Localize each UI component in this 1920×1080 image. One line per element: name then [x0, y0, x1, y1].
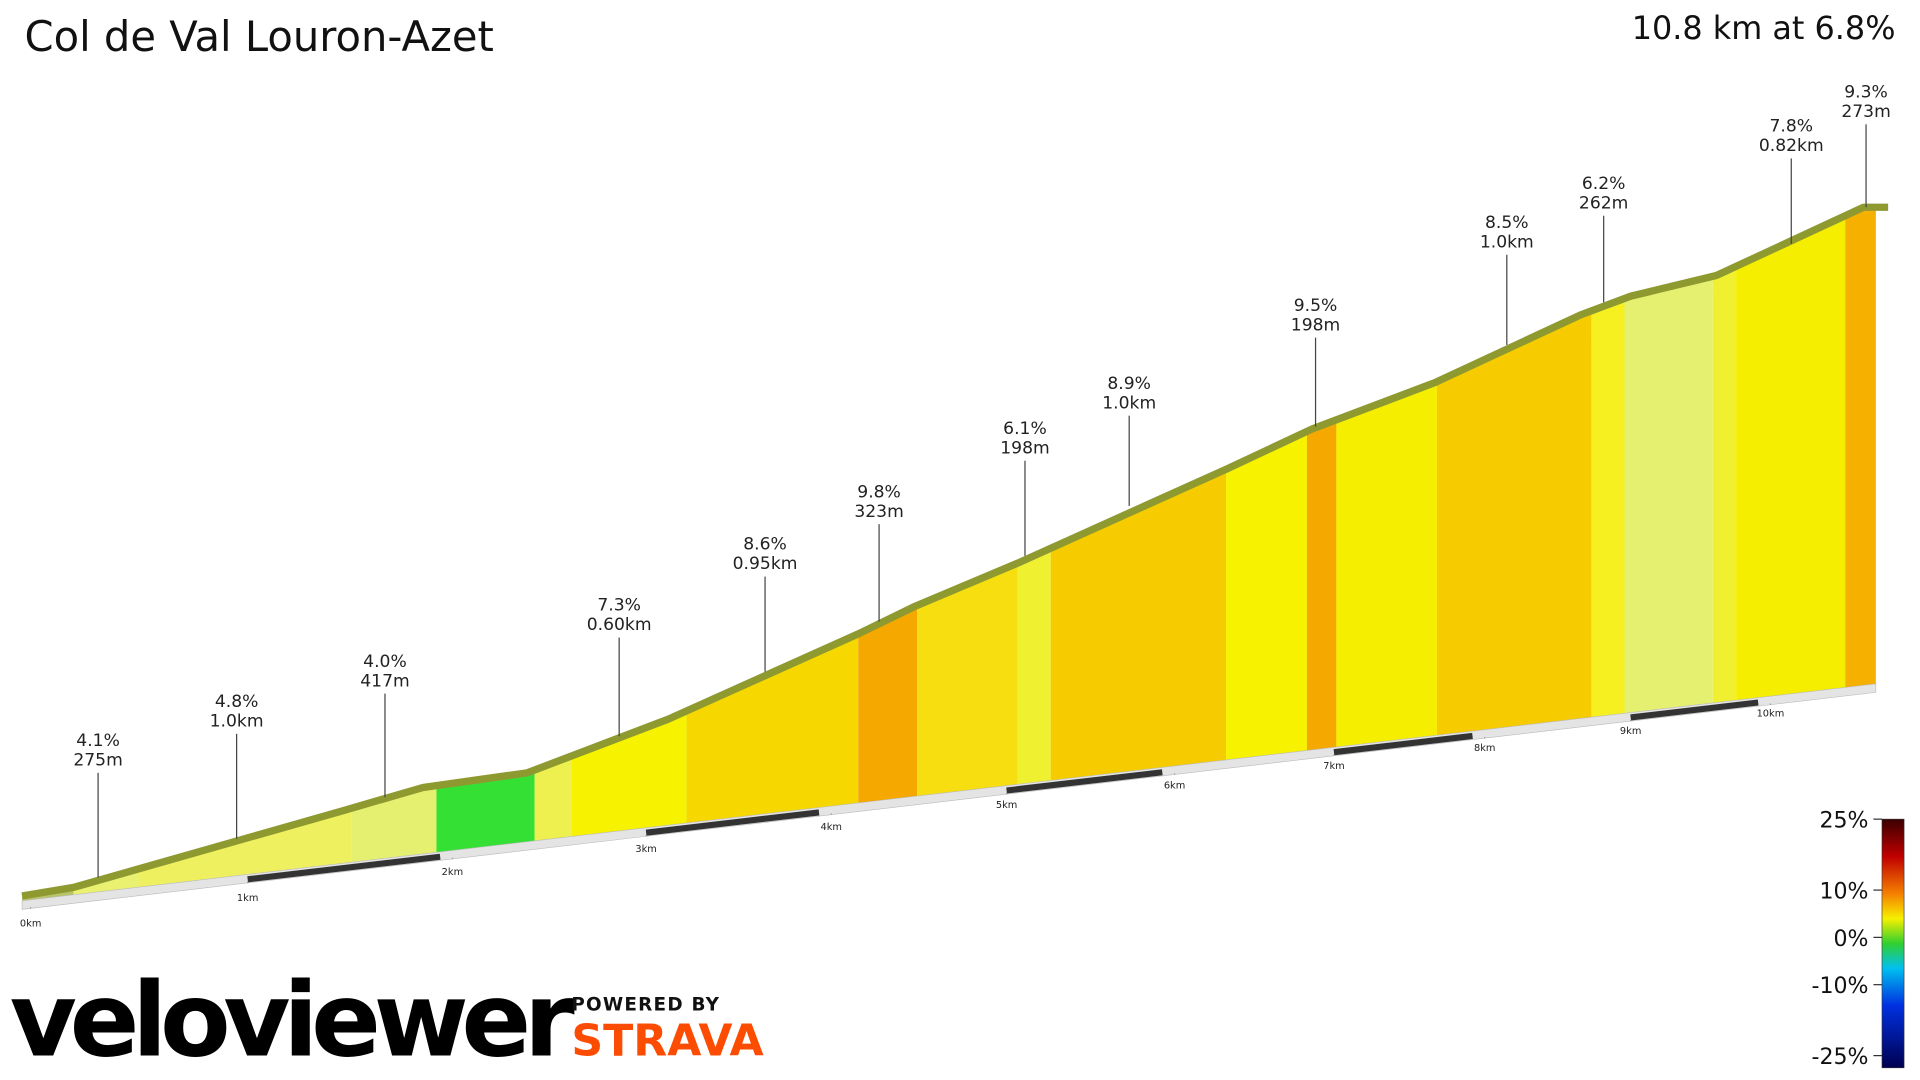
gradient-label: 4.0% [363, 652, 407, 672]
length-label: 198m [1000, 438, 1049, 458]
x-tick-label: 7km [1323, 761, 1344, 772]
profile-band [436, 770, 535, 853]
km-bar [1006, 769, 1163, 794]
scale-label: -25% [1811, 1045, 1868, 1070]
length-label: 1.0km [1102, 393, 1156, 413]
length-label: 0.60km [587, 615, 652, 635]
gradient-label: 9.8% [857, 482, 901, 502]
scale-label: 0% [1833, 927, 1868, 952]
length-label: 198m [1291, 315, 1340, 335]
profile-band [1336, 381, 1437, 748]
profile-band [1712, 266, 1737, 703]
km-bar [1333, 732, 1473, 756]
profile-band [858, 605, 918, 803]
length-label: 1.0km [210, 712, 264, 732]
km-bar [247, 853, 441, 883]
x-tick-label: 5km [996, 800, 1017, 811]
length-label: 262m [1579, 193, 1628, 213]
color-bar [1881, 818, 1905, 1069]
length-label: 323m [854, 502, 903, 522]
length-label: 275m [73, 751, 122, 771]
profile-band [1226, 431, 1307, 760]
gradient-label: 7.3% [597, 596, 641, 616]
profile-band [686, 633, 859, 824]
logo: veloviewer [10, 962, 575, 1080]
x-tick-label: 3km [635, 844, 656, 855]
strava: STRAVA [571, 1016, 763, 1067]
km-bar [645, 809, 820, 836]
x-tick-label: 1km [237, 893, 258, 904]
scale-label: 25% [1819, 809, 1868, 834]
gradient-label: 4.8% [215, 692, 259, 712]
profile-band [1591, 298, 1625, 718]
gradient-label: 8.5% [1485, 213, 1529, 233]
x-tick-label: 0km [20, 918, 41, 929]
title: Col de Val Louron-Azet [25, 12, 494, 61]
x-tick-label: 2km [442, 867, 463, 878]
length-label: 0.82km [1759, 136, 1824, 156]
gradient-label: 7.8% [1769, 117, 1813, 137]
profile-band [1050, 469, 1227, 781]
gradient-label: 9.3% [1844, 83, 1888, 103]
km-bar [1630, 699, 1759, 721]
scale-label: -10% [1811, 974, 1868, 999]
gradient-label: 9.5% [1294, 296, 1338, 316]
powered-by: POWERED BY [571, 995, 720, 1016]
profile-band [1736, 215, 1846, 701]
x-tick-label: 9km [1620, 726, 1641, 737]
profile-band [534, 756, 572, 841]
gradient-label: 4.1% [76, 731, 120, 751]
gradient-label: 6.1% [1003, 419, 1047, 439]
length-label: 0.95km [733, 554, 798, 574]
profile-band [1306, 419, 1337, 751]
x-tick-label: 10km [1757, 709, 1785, 720]
profile: 0km1km2km3km4km5km6km7km8km9km10km4.1%27… [20, 83, 1891, 930]
gradient-label: 6.2% [1582, 174, 1626, 194]
profile-edge [21, 203, 1889, 900]
profile-band [571, 710, 687, 837]
profile-band [917, 563, 1018, 797]
profile-band [138, 808, 352, 888]
x-tick-label: 4km [821, 822, 842, 833]
x-tick-label: 8km [1474, 743, 1495, 754]
length-label: 273m [1841, 102, 1890, 122]
profile-band [1436, 310, 1592, 736]
profile-band [1845, 207, 1876, 688]
length-label: 417m [360, 671, 409, 691]
scale-label: 10% [1819, 880, 1868, 905]
profile-band [1624, 276, 1713, 714]
profile-band [1017, 548, 1051, 785]
gradient-label: 8.9% [1107, 374, 1151, 394]
gradient-label: 8.6% [743, 535, 787, 555]
subtitle: 10.8 km at 6.8% [1632, 11, 1896, 47]
x-tick-label: 6km [1164, 781, 1185, 792]
length-label: 1.0km [1480, 232, 1534, 252]
